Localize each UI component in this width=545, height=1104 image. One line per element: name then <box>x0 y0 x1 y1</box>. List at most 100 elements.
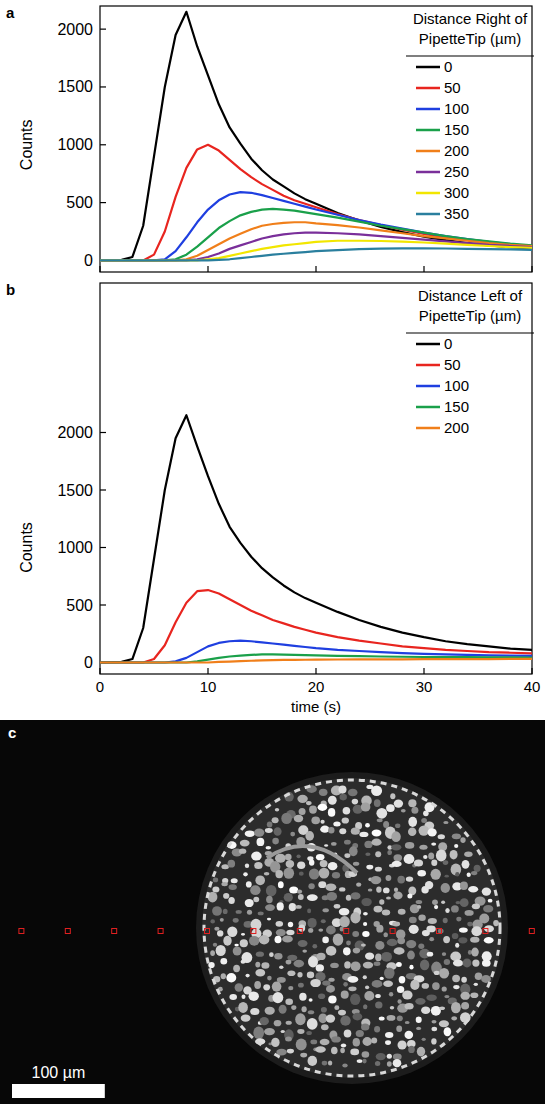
speckle <box>328 796 337 805</box>
speckle <box>356 1030 364 1037</box>
legend-rule <box>406 55 534 56</box>
legend-label: 150 <box>444 121 469 138</box>
speckle <box>408 828 416 837</box>
speckle <box>263 984 270 990</box>
speckle <box>322 937 329 944</box>
speckle <box>416 1017 422 1024</box>
x-axis-title: time (s) <box>291 698 341 715</box>
speckle <box>213 878 218 883</box>
speckle <box>376 886 381 892</box>
speckle <box>409 965 413 970</box>
speckle <box>450 850 458 860</box>
speckle <box>380 977 384 980</box>
speckle <box>428 828 437 836</box>
speckle <box>286 930 294 936</box>
speckle <box>463 958 472 967</box>
speckle <box>442 952 446 956</box>
speckle <box>428 918 437 924</box>
speckle <box>340 1016 350 1026</box>
speckle <box>425 881 433 889</box>
speckle <box>394 854 403 861</box>
speckle <box>247 910 252 915</box>
figure: 0500100015002000CountsaDistance Right of… <box>0 0 545 1104</box>
image-ground <box>0 720 545 1104</box>
speckle <box>311 817 320 825</box>
speckle <box>318 881 326 888</box>
x-tick <box>207 266 208 272</box>
speckle <box>331 1047 338 1055</box>
speckle <box>344 853 350 858</box>
panel-label: a <box>6 4 15 21</box>
speckle <box>240 939 248 947</box>
speckle <box>323 908 329 912</box>
speckle <box>326 1014 335 1022</box>
x-tick <box>423 668 424 674</box>
sample-position <box>112 929 117 934</box>
speckle <box>308 918 317 928</box>
speckle <box>470 992 478 998</box>
speckle <box>295 905 301 909</box>
series-line <box>100 654 532 662</box>
speckle <box>214 927 219 931</box>
speckle <box>269 952 274 957</box>
x-tick-label: 20 <box>308 678 325 695</box>
speckle <box>328 808 335 817</box>
speckle <box>434 971 440 975</box>
speckle <box>350 912 360 923</box>
legend-label: 300 <box>444 184 469 201</box>
legend-swatch <box>416 171 440 174</box>
speckle <box>287 1049 294 1054</box>
speckle <box>285 1036 292 1041</box>
legend-swatch <box>416 343 440 346</box>
speckle <box>353 862 359 866</box>
speckle <box>343 982 348 987</box>
speckle <box>431 1038 436 1044</box>
speckle <box>298 983 304 988</box>
speckle <box>229 994 237 1000</box>
speckle <box>340 1048 345 1053</box>
speckle <box>376 1053 386 1060</box>
speckle <box>417 905 421 909</box>
speckle <box>228 860 236 868</box>
speckle <box>316 964 324 971</box>
speckle <box>441 883 450 893</box>
scale-bar-label: 100 µm <box>32 1064 86 1081</box>
plot-frame <box>100 6 532 272</box>
sample-position <box>390 929 395 934</box>
streak <box>267 846 357 873</box>
speckle <box>443 936 450 943</box>
legend-swatch <box>416 406 440 409</box>
speckle <box>371 1037 377 1043</box>
speckle <box>321 919 326 923</box>
speckle <box>242 995 246 999</box>
speckle <box>393 1054 402 1060</box>
speckle <box>363 1004 367 1009</box>
speckle <box>328 978 334 982</box>
speckle <box>460 882 468 890</box>
speckle <box>297 795 307 803</box>
speckle <box>266 885 277 897</box>
speckle <box>306 801 312 805</box>
speckle <box>297 854 301 858</box>
speckle <box>365 852 370 856</box>
speckle <box>374 906 383 913</box>
speckle <box>328 862 338 870</box>
legend-label: 200 <box>444 419 469 436</box>
speckle <box>312 944 317 949</box>
speckle <box>256 952 264 957</box>
y-tick-label: 1500 <box>57 78 93 95</box>
legend-swatch <box>416 129 440 132</box>
speckle <box>260 1017 269 1025</box>
speckle <box>363 975 367 979</box>
speckle <box>317 953 326 960</box>
speckle <box>381 952 392 962</box>
legend-swatch <box>416 427 440 430</box>
speckle <box>392 922 400 927</box>
speckle <box>324 844 328 846</box>
speckle <box>421 818 427 823</box>
speckle <box>308 1010 314 1014</box>
speckle <box>331 842 337 846</box>
speckle <box>339 786 347 794</box>
legend-label: 200 <box>444 142 469 159</box>
speckle <box>294 960 305 968</box>
